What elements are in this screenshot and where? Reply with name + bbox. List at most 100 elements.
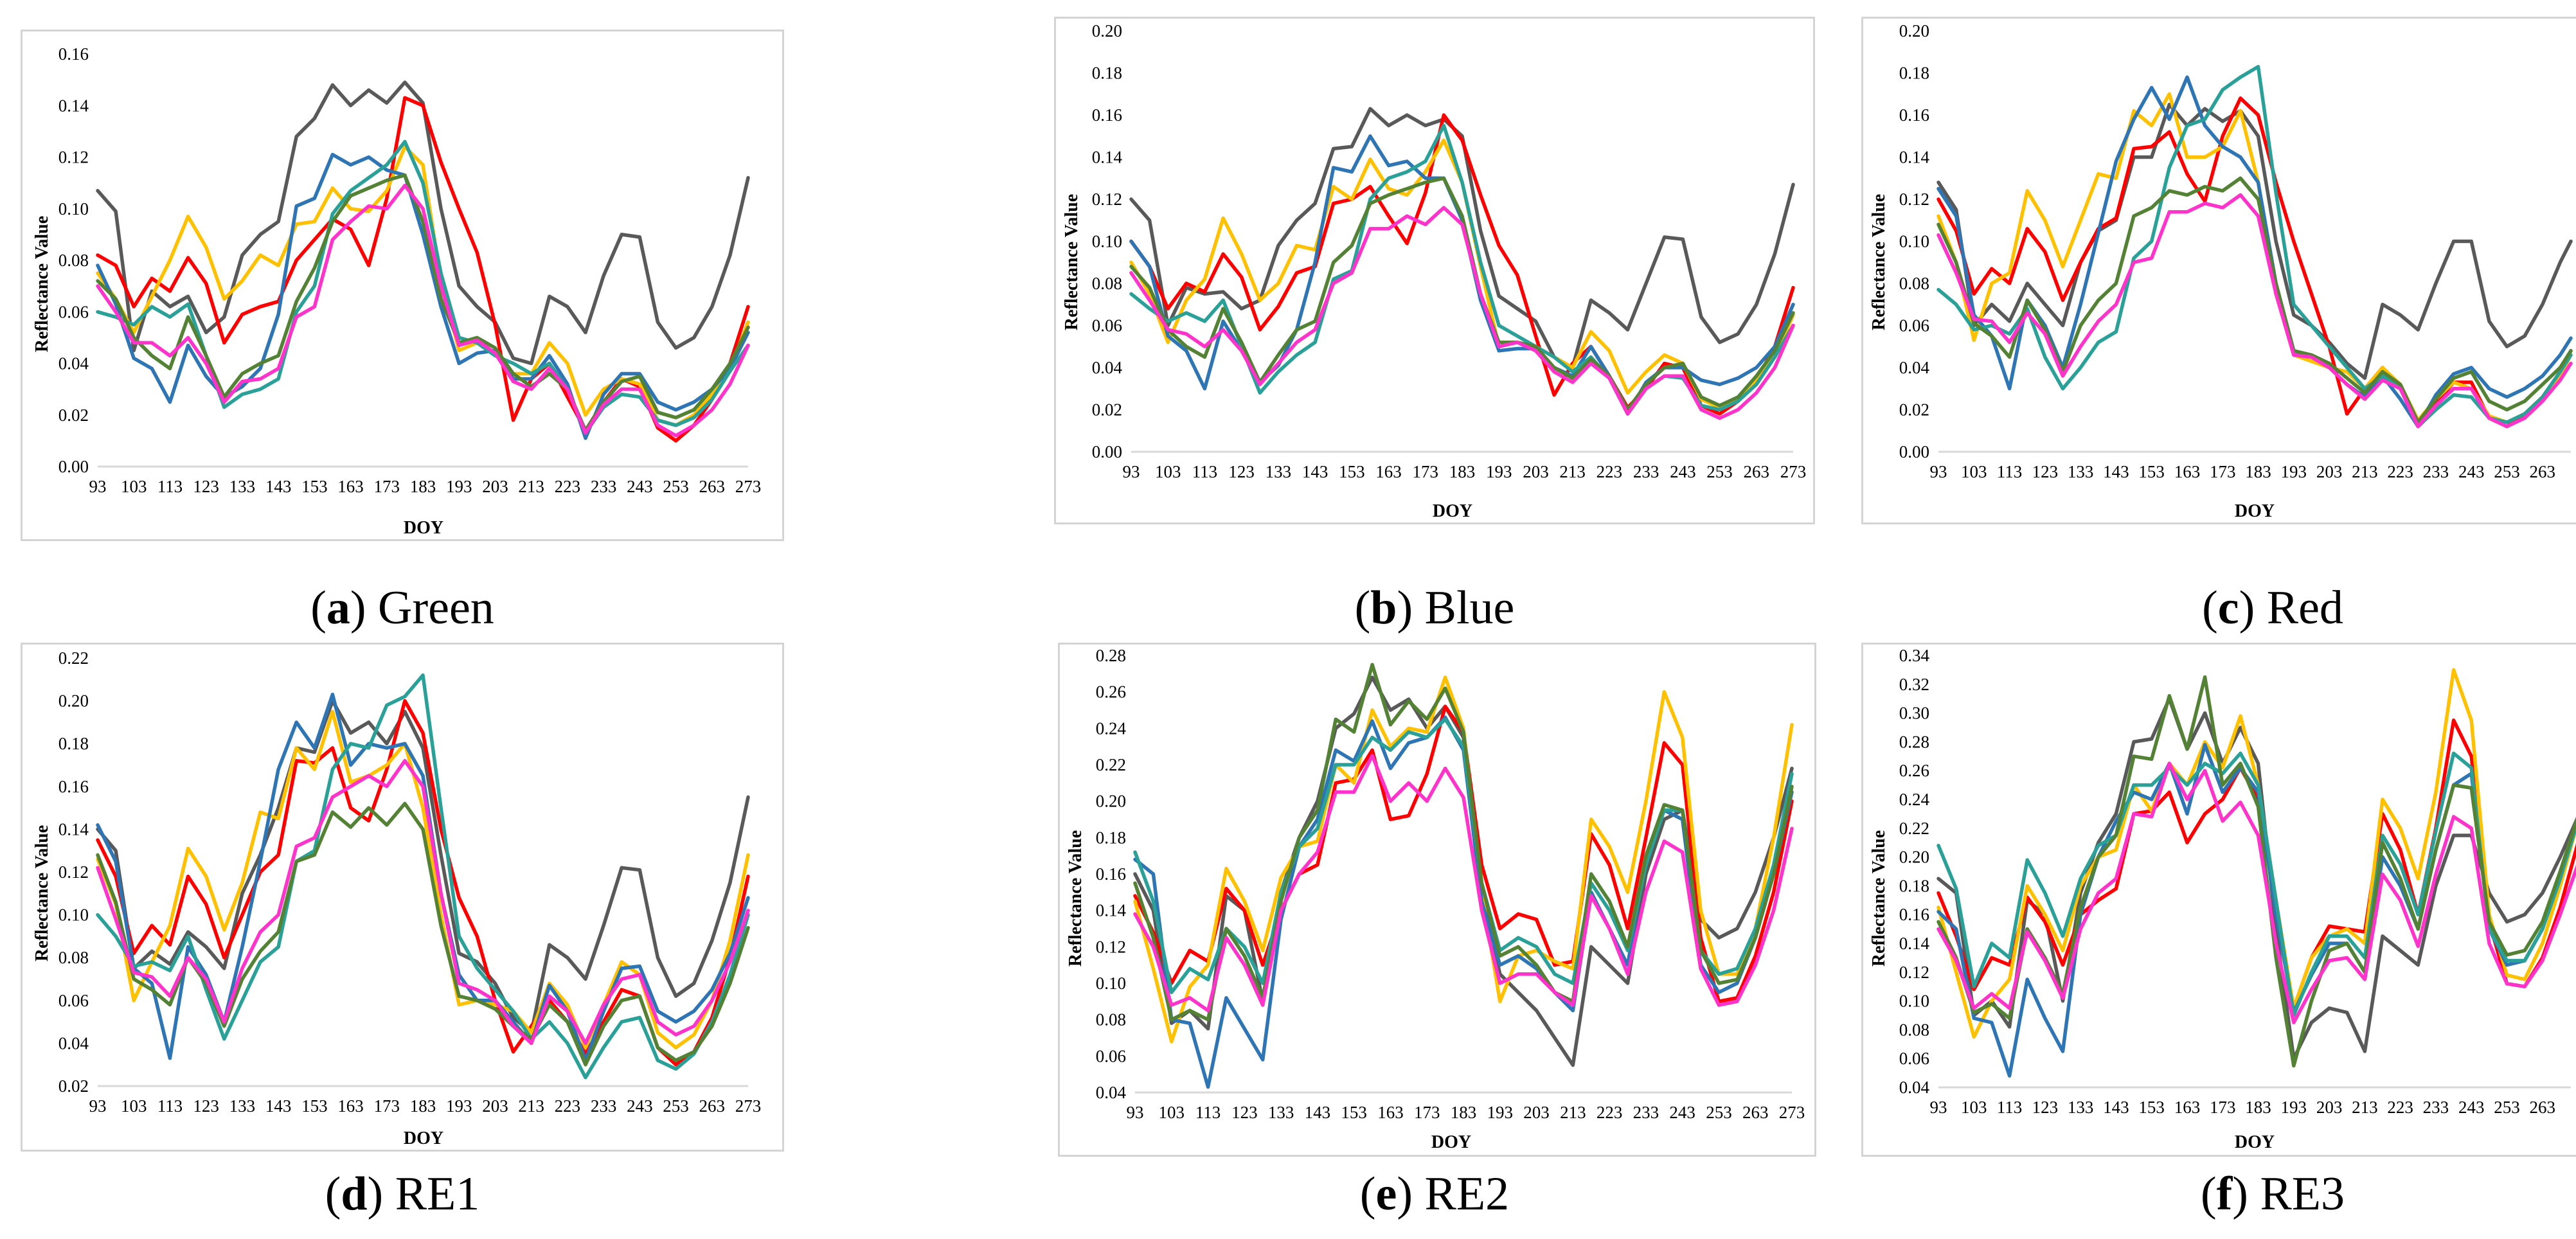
series-line-blue	[1936, 75, 2573, 429]
x-tick-label: 153	[1341, 1103, 1367, 1122]
x-tick-label: 143	[1305, 1103, 1331, 1122]
y-tick-label: 0.26	[1096, 682, 1126, 702]
y-tick-label: 0.06	[58, 302, 89, 321]
x-tick-label: 203	[482, 477, 508, 496]
x-tick-label: 253	[1706, 1103, 1732, 1122]
x-tick-label: 93	[89, 1096, 107, 1116]
x-tick-label: 113	[1997, 1098, 2023, 1117]
y-tick-label: 0.14	[58, 819, 89, 839]
x-tick-label: 223	[1597, 462, 1623, 481]
y-tick-label: 0.16	[1092, 105, 1122, 125]
x-tick-label: 253	[2494, 462, 2520, 481]
y-tick-label: 0.18	[1899, 876, 1929, 895]
y-tick-label: 0.08	[1092, 274, 1122, 293]
x-tick-label: 153	[301, 1096, 328, 1116]
y-tick-label: 0.28	[1899, 732, 1929, 751]
chart-frame	[1058, 643, 1816, 1157]
x-tick-label: 163	[2174, 462, 2201, 481]
chart-re3: Reflectance Value DOY 0.04 0.06 0.08 0.10 0.…	[1861, 643, 2576, 1157]
y-tick-label: 0.14	[1899, 148, 1930, 167]
y-tick-label: 0.04	[1899, 1078, 1930, 1097]
x-tick-label: 113	[1195, 1103, 1221, 1122]
series-line-blue	[96, 692, 750, 1062]
y-tick-label: 0.24	[1899, 790, 1930, 809]
x-tick-label: 153	[301, 477, 328, 496]
x-tick-label: 193	[1486, 462, 1512, 481]
x-tick-label: 173	[374, 1096, 400, 1116]
x-tick-label: 233	[2423, 462, 2449, 481]
x-tick-label: 233	[591, 1096, 617, 1116]
y-tick-label: 0.20	[1096, 792, 1126, 811]
x-tick-label: 233	[1633, 1103, 1659, 1122]
y-tick-label: 0.04	[58, 354, 89, 373]
y-tick-label: 0.10	[1096, 974, 1126, 993]
y-tick-label: 0.14	[1899, 934, 1930, 953]
x-tick-label: 103	[1155, 462, 1181, 481]
x-tick-label: 243	[627, 477, 653, 496]
x-axis-label: DOY	[1431, 1132, 1471, 1152]
x-tick-label: 273	[1779, 1103, 1805, 1122]
y-tick-label: 0.12	[1899, 190, 1929, 209]
x-tick-label: 173	[1414, 1103, 1440, 1122]
y-tick-label: 0.16	[1899, 905, 1929, 924]
x-tick-label: 203	[482, 1096, 508, 1116]
x-tick-label: 253	[663, 1096, 689, 1116]
chart-frame	[1861, 17, 2576, 524]
x-tick-label: 263	[2530, 1098, 2556, 1117]
x-tick-label: 123	[193, 477, 219, 496]
y-tick-label: 0.00	[58, 457, 89, 476]
x-tick-label: 233	[2423, 1098, 2449, 1117]
series-line-gray	[1129, 107, 1795, 370]
x-tick-label: 263	[699, 1096, 726, 1116]
y-tick-label: 0.08	[58, 948, 89, 967]
x-tick-label: 213	[1560, 1103, 1586, 1122]
y-tick-label: 0.24	[1096, 718, 1127, 738]
x-tick-label: 143	[1302, 462, 1328, 481]
caption-c: (c) Red	[2202, 582, 2343, 634]
x-tick-label: 213	[1559, 462, 1586, 481]
y-tick-label: 0.12	[1092, 190, 1122, 209]
x-axis-label: DOY	[2235, 1132, 2275, 1152]
series-line-teal	[1936, 64, 2573, 429]
x-tick-label: 163	[1375, 462, 1402, 481]
y-tick-label: 0.16	[1899, 105, 1929, 125]
y-tick-label: 0.02	[58, 1076, 89, 1096]
y-tick-label: 0.10	[1092, 232, 1122, 251]
x-tick-label: 133	[2068, 1098, 2094, 1117]
x-tick-label: 133	[2068, 462, 2094, 481]
x-tick-label: 263	[1742, 1103, 1769, 1122]
x-tick-label: 223	[555, 1096, 581, 1116]
x-tick-label: 93	[1123, 462, 1140, 481]
series-line-green	[1129, 176, 1795, 412]
x-tick-label: 123	[1228, 462, 1255, 481]
y-tick-label: 0.00	[1899, 442, 1929, 461]
y-tick-label: 0.16	[58, 44, 89, 64]
caption-b: (b) Blue	[1354, 582, 1515, 634]
y-tick-label: 0.20	[58, 691, 89, 711]
y-tick-label: 0.20	[1092, 21, 1122, 40]
x-tick-label: 193	[2281, 1098, 2307, 1117]
x-tick-label: 243	[2458, 1098, 2485, 1117]
x-tick-label: 123	[2032, 1098, 2059, 1117]
x-tick-label: 93	[1930, 1098, 1947, 1117]
y-tick-label: 0.04	[1096, 1083, 1127, 1102]
y-tick-label: 0.04	[1899, 358, 1930, 377]
x-tick-label: 173	[374, 477, 400, 496]
chart-frame	[1861, 643, 2576, 1157]
y-tick-label: 0.28	[1096, 646, 1126, 665]
chart-green: Reflectance Value DOY 0.00 0.02 0.04 0.06 0.…	[21, 30, 784, 541]
y-axis-label: Reflectance Value	[1062, 194, 1082, 330]
y-tick-label: 0.10	[58, 905, 89, 925]
x-tick-label: 203	[1523, 462, 1549, 481]
x-tick-label: 213	[518, 477, 544, 496]
y-tick-label: 0.02	[1899, 400, 1929, 420]
x-tick-label: 163	[337, 477, 364, 496]
y-tick-label: 0.10	[1899, 992, 1929, 1011]
y-tick-label: 0.00	[1092, 442, 1122, 461]
x-tick-label: 253	[663, 477, 689, 496]
x-tick-label: 193	[446, 1096, 472, 1116]
x-tick-label: 173	[2210, 462, 2236, 481]
y-tick-label: 0.06	[1096, 1046, 1126, 1065]
x-tick-label: 223	[555, 477, 581, 496]
y-axis-label: Reflectance Value	[1066, 830, 1086, 967]
